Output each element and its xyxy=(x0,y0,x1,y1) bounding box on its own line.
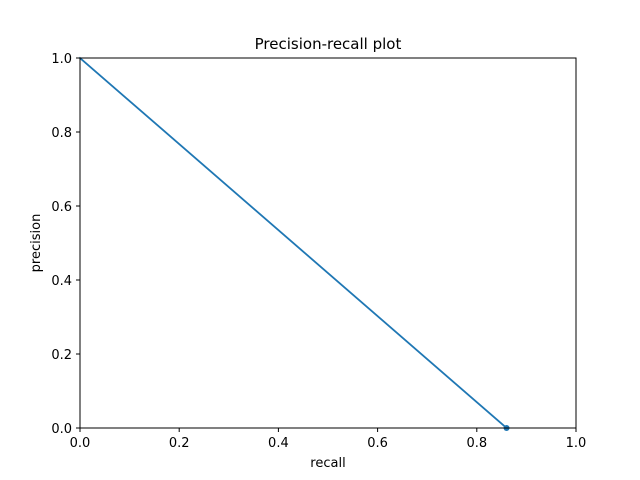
x-tick-label: 0.6 xyxy=(367,436,388,451)
series-line xyxy=(78,56,508,430)
chart-title: Precision-recall plot xyxy=(255,35,402,53)
plot-frame xyxy=(79,57,577,429)
y-axis-label: precision xyxy=(29,214,44,273)
y-tick-label: 0.6 xyxy=(51,200,72,215)
x-tick-label: 0.0 xyxy=(70,436,91,451)
x-axis-label: recall xyxy=(310,456,345,471)
x-tick-label: 1.0 xyxy=(566,436,587,451)
x-tick-label: 0.4 xyxy=(268,436,289,451)
y-tick-label: 0.8 xyxy=(51,126,72,141)
y-tick-label: 0.2 xyxy=(51,348,72,363)
x-axis-ticks: 0.0 0.2 0.4 0.6 0.8 1.0 xyxy=(70,428,587,451)
x-tick-label: 0.2 xyxy=(169,436,190,451)
y-tick-label: 1.0 xyxy=(51,52,72,67)
plot-area xyxy=(80,58,576,428)
x-tick-label: 0.8 xyxy=(466,436,487,451)
y-tick-label: 0.0 xyxy=(51,422,72,437)
y-tick-label: 0.4 xyxy=(51,274,72,289)
y-axis-ticks: 0.0 0.2 0.4 0.6 0.8 1.0 xyxy=(51,52,80,437)
